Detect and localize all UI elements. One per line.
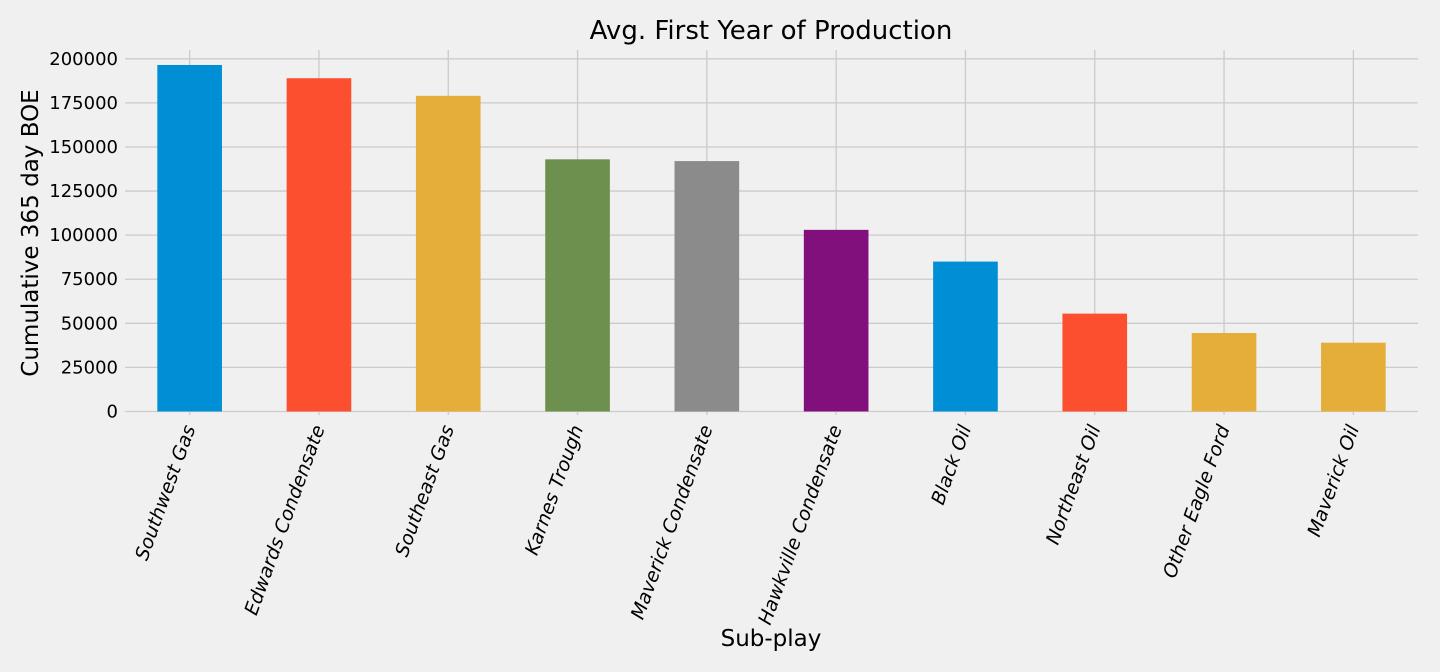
bar	[545, 159, 610, 412]
y-tick-label: 75000	[61, 269, 118, 290]
x-axis-label: Sub-play	[721, 626, 822, 652]
bar	[803, 229, 869, 412]
y-tick-label: 50000	[61, 313, 118, 334]
bar	[1191, 333, 1257, 412]
bar	[415, 95, 481, 412]
y-tick-label: 200000	[49, 49, 118, 70]
bar	[933, 261, 998, 412]
bar	[1321, 342, 1386, 412]
y-tick-label: 100000	[49, 225, 118, 246]
bar	[157, 64, 222, 412]
y-tick-label: 25000	[61, 357, 118, 378]
bar	[286, 78, 352, 412]
y-tick-label: 125000	[49, 181, 118, 202]
y-tick-label: 175000	[49, 93, 118, 114]
y-tick-label: 150000	[49, 137, 118, 158]
bars	[157, 64, 1386, 412]
y-tick-label: 0	[107, 401, 118, 422]
y-tick-labels: 0 25000 50000 75000 100000 125000 150000 175000…	[49, 49, 118, 423]
bar	[674, 161, 740, 412]
bar	[1062, 313, 1128, 412]
chart-title: Avg. First Year of Production	[590, 16, 953, 46]
y-axis-label: Cumulative 365 day BOE	[18, 89, 44, 376]
